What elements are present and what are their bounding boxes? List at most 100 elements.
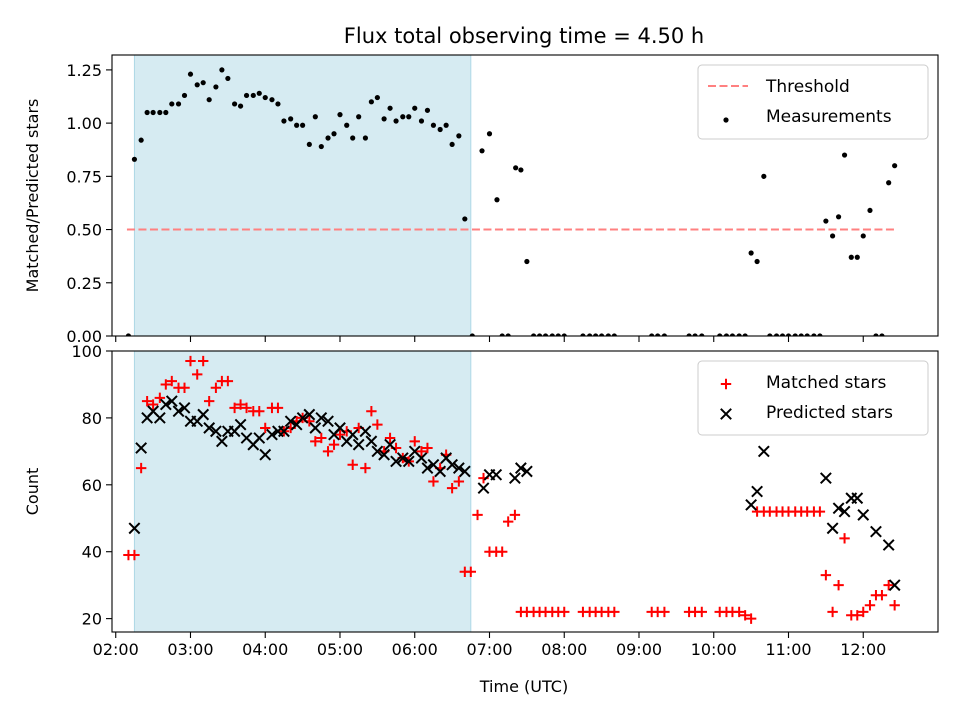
data-point <box>213 84 219 90</box>
data-point <box>494 197 500 203</box>
data-point <box>792 333 798 336</box>
data-point <box>826 522 839 535</box>
data-point <box>172 405 185 418</box>
bottom-x-axis-label: Time (UTC) <box>479 677 568 696</box>
data-point <box>514 462 527 474</box>
data-point <box>296 411 309 424</box>
data-point <box>739 610 751 621</box>
data-point <box>729 333 736 336</box>
data-point <box>365 435 378 448</box>
data-point <box>187 71 194 77</box>
data-point <box>430 122 437 128</box>
data-point <box>331 131 337 137</box>
data-point <box>773 333 780 336</box>
data-point <box>696 606 707 618</box>
data-point <box>269 97 275 103</box>
data-point <box>736 333 742 336</box>
data-point <box>852 610 863 621</box>
data-point <box>163 109 169 116</box>
data-point <box>767 333 773 336</box>
data-point <box>396 452 409 464</box>
data-point <box>502 516 514 527</box>
top-panel: 0.00 0.25 0.50 0.75 1.00 1.25 Matched/Predicte… <box>23 54 939 346</box>
data-point <box>446 482 458 494</box>
bottom-y-tick-label: 100 <box>71 342 102 361</box>
data-point <box>505 333 511 336</box>
data-point <box>362 135 369 141</box>
data-point <box>131 156 138 162</box>
data-point <box>889 600 900 611</box>
data-point <box>509 472 521 485</box>
bottom-x-tick-label: 05:00 <box>317 640 363 659</box>
data-point <box>479 148 485 154</box>
data-point <box>462 216 468 222</box>
data-point <box>203 395 215 407</box>
data-point <box>237 103 244 109</box>
data-point <box>125 333 132 336</box>
data-point <box>876 590 888 601</box>
data-point <box>165 395 178 408</box>
data-point <box>443 122 449 128</box>
data-point <box>150 109 156 116</box>
data-point <box>888 579 901 592</box>
data-point <box>225 75 231 82</box>
chart-title: Flux total observing time = 4.50 h <box>344 24 704 48</box>
data-point <box>400 114 406 120</box>
data-point <box>434 465 447 478</box>
data-point <box>147 399 159 410</box>
top-y-tick-label: 0.75 <box>66 167 102 186</box>
legend-measurements-swatch <box>723 117 729 123</box>
data-point <box>387 105 393 111</box>
bottom-x-tick-label: 08:00 <box>541 640 587 659</box>
data-point <box>857 509 870 521</box>
data-point <box>334 422 346 434</box>
data-point <box>215 435 228 448</box>
data-point <box>873 333 879 336</box>
data-point <box>175 101 182 107</box>
bottom-panel: 02:00 03:00 04:00 05:00 06:00 07:00 08:00 09:00… <box>23 342 939 659</box>
data-point <box>830 233 836 239</box>
data-point <box>823 218 829 224</box>
data-point <box>761 173 767 179</box>
data-point <box>838 505 851 518</box>
data-point <box>839 533 850 544</box>
data-point <box>490 468 503 481</box>
data-point <box>437 126 443 133</box>
top-legend: Threshold Measurements <box>697 64 929 140</box>
data-point <box>260 422 271 434</box>
data-point <box>294 122 300 128</box>
data-point <box>886 180 892 186</box>
data-point <box>472 509 483 521</box>
top-y-tick-label: 0.00 <box>66 327 102 346</box>
data-point <box>820 569 832 581</box>
top-y-tick-label: 0.50 <box>66 221 102 240</box>
data-point <box>309 422 322 434</box>
data-point <box>328 439 340 450</box>
data-point <box>241 402 252 414</box>
bottom-x-tick-label: 07:00 <box>466 640 512 659</box>
data-point <box>256 90 262 96</box>
data-point <box>561 333 567 336</box>
data-point <box>206 97 212 103</box>
data-point <box>409 436 420 447</box>
data-point <box>587 333 593 336</box>
data-point <box>234 418 247 431</box>
data-point <box>509 509 521 521</box>
data-point <box>580 333 586 336</box>
data-point <box>779 333 786 336</box>
data-point <box>518 167 524 173</box>
data-point <box>446 458 459 471</box>
bottom-x-tick-label: 02:00 <box>93 640 139 659</box>
data-point <box>384 432 396 444</box>
data-point <box>593 333 599 336</box>
data-point <box>347 459 358 470</box>
data-point <box>497 546 508 557</box>
data-point <box>745 613 757 624</box>
data-point <box>374 94 380 101</box>
data-point <box>559 606 570 618</box>
data-point <box>372 419 383 430</box>
data-point <box>883 579 894 591</box>
data-point <box>835 214 842 220</box>
data-point <box>524 258 530 265</box>
bottom-y-tick-label: 60 <box>82 476 102 495</box>
